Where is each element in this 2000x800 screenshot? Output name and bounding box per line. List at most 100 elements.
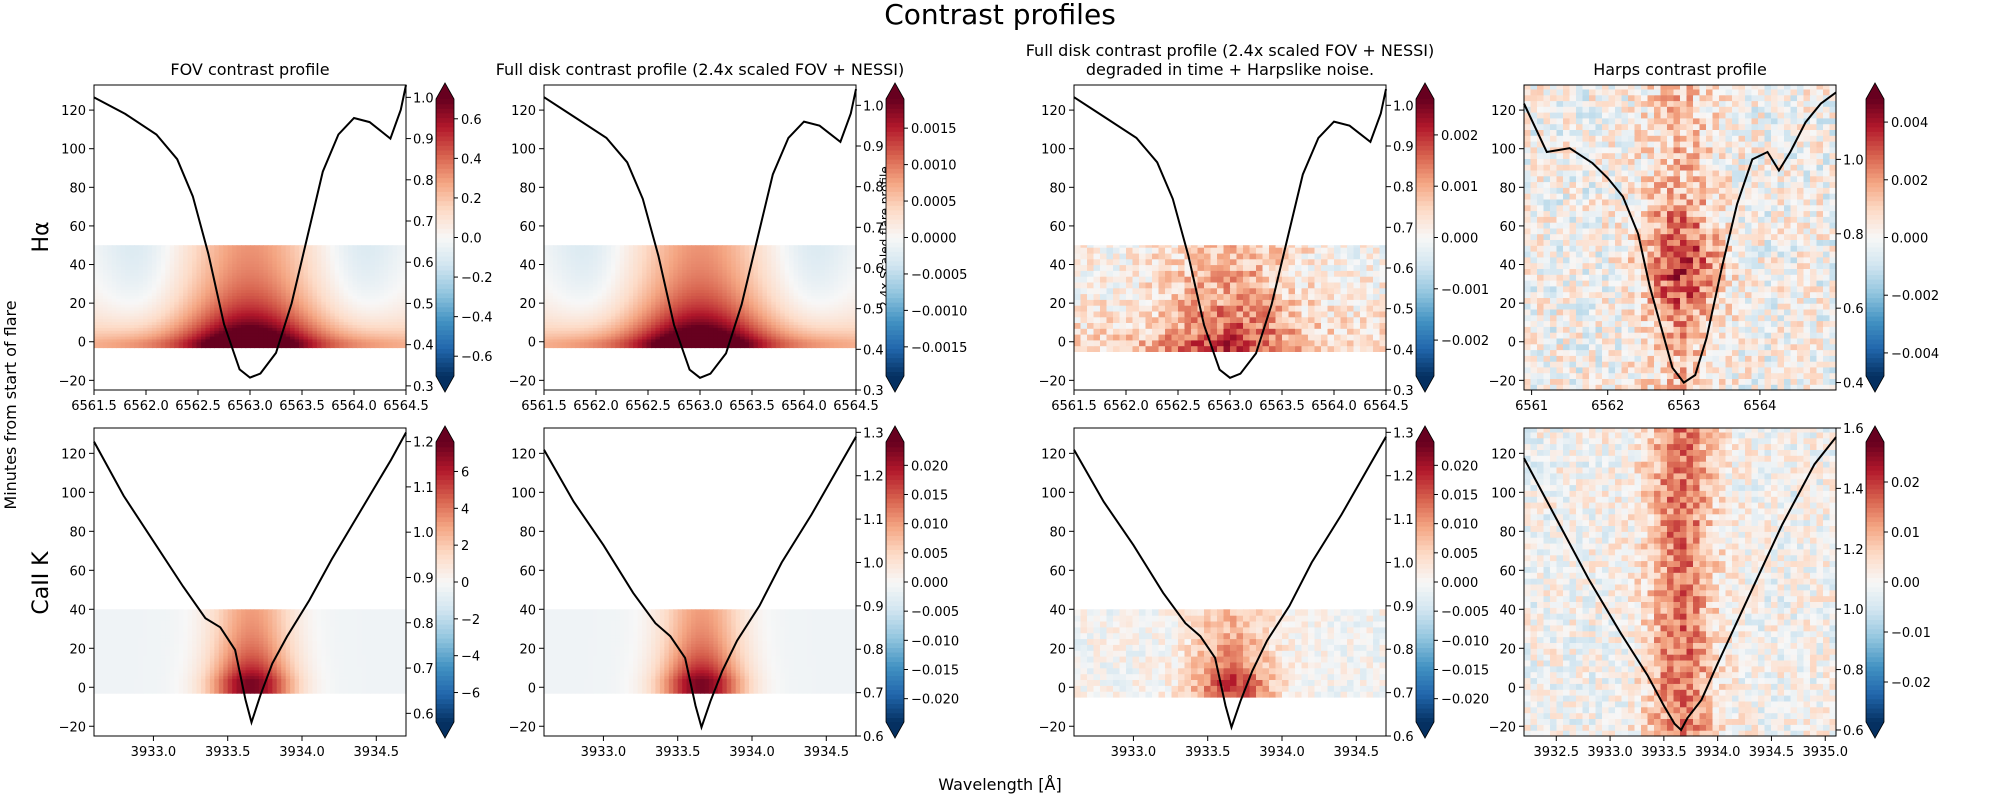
twin-y-tick-label: 0.4: [413, 339, 434, 354]
twin-y-tick-label: 0.6: [863, 262, 884, 277]
colorbar-tick-label: 6: [461, 465, 469, 480]
twin-y-tick-label: 0.8: [863, 181, 884, 196]
x-tick-label: 3933.0: [131, 745, 177, 760]
twin-y-tick-label: 1.3: [1393, 426, 1414, 441]
axes-frame: [1073, 427, 1387, 737]
profile-line: [93, 84, 407, 379]
profile-line: [1073, 88, 1387, 379]
colorbar-max-arrow: [886, 426, 904, 442]
colorbar-tick-label: 0.01: [1891, 526, 1920, 541]
x-tick-label: 3933.5: [1185, 745, 1231, 760]
y-tick-label: 0: [1508, 681, 1516, 696]
y-tick-label: 40: [1499, 259, 1516, 274]
colorbar: −0.02 −0.01 0.00 0.01 0.02: [1865, 425, 1931, 739]
x-tick-label: 3935.0: [1802, 745, 1848, 760]
colorbar-min-arrow: [886, 722, 904, 738]
y-tick-label: 20: [1049, 297, 1066, 312]
y-tick-label: 20: [69, 297, 86, 312]
twin-y-tick-label: 0.9: [1393, 140, 1414, 155]
y-tick-label: 40: [1499, 603, 1516, 618]
heatmap: [544, 245, 857, 349]
x-tick-label: 3934.5: [1749, 745, 1795, 760]
twin-y-tick-label: 0.6: [1843, 302, 1864, 317]
colorbar-tick-label: −0.0005: [911, 268, 967, 283]
colorbar-tick-label: −0.4: [461, 311, 493, 326]
twin-y-tick-label: 0.6: [1393, 730, 1414, 745]
colorbar-tick-label: −0.01: [1891, 626, 1931, 641]
panel-r0c2: Full disk contrast profile (2.4x scaled …: [1026, 41, 1489, 414]
x-tick-label: 3932.5: [1534, 745, 1580, 760]
y-tick-label: 60: [1499, 220, 1516, 235]
y-tick-label: 20: [69, 642, 86, 657]
y-tick-label: 60: [519, 220, 536, 235]
colorbar-tick-label: 0.2: [461, 192, 482, 207]
x-tick-label: 6564: [1743, 399, 1776, 414]
y-tick-label: 100: [1491, 486, 1516, 501]
y-tick-label: 0: [1058, 681, 1066, 696]
twin-y-tick-label: 1.0: [1393, 556, 1414, 571]
y-tick-label: 40: [1049, 259, 1066, 274]
twin-y-tick-label: 0.9: [413, 133, 434, 148]
colorbar-max-arrow: [436, 426, 454, 442]
heatmap: [544, 609, 857, 694]
panel-title: Full disk contrast profile (2.4x scaled …: [1026, 41, 1435, 60]
y-tick-label: 120: [1041, 447, 1066, 462]
y-tick-label: 20: [1499, 642, 1516, 657]
colorbar-tick-label: 0.00: [1891, 576, 1920, 591]
x-tick-label: 6563.5: [729, 399, 775, 414]
twin-y-tick-label: 0.8: [1843, 664, 1864, 679]
twin-y-tick-label: 0.8: [1843, 228, 1864, 243]
y-tick-label: 40: [69, 603, 86, 618]
twin-y-tick-label: 0.3: [863, 384, 884, 399]
figure-ylabel: Minutes from start of flare: [1, 300, 20, 509]
colorbar-tick-label: 0.0: [461, 232, 482, 247]
x-tick-label: 6564.5: [1363, 399, 1409, 414]
y-tick-label: 80: [69, 181, 86, 196]
profile-line: [93, 432, 407, 726]
twin-y-tick-label: 1.0: [1393, 99, 1414, 114]
twin-y-tick-label: 0.9: [863, 600, 884, 615]
twin-y-tick-label: 0.7: [863, 687, 884, 702]
twin-y-tick-label: 1.1: [1393, 513, 1414, 528]
y-tick-label: 100: [61, 486, 86, 501]
figure-xlabel: Wavelength [Å]: [938, 775, 1061, 794]
panel-title: Full disk contrast profile (2.4x scaled …: [496, 60, 905, 79]
y-tick-label: 60: [519, 564, 536, 579]
colorbar-tick-label: 0.015: [911, 489, 948, 504]
twin-y-tick-label: 1.2: [1843, 543, 1864, 558]
twin-y-tick-label: 0.4: [1393, 343, 1414, 358]
twin-y-tick-label: 1.4: [1843, 482, 1864, 497]
x-tick-label: 6563.0: [1207, 399, 1253, 414]
y-tick-label: 80: [1499, 525, 1516, 540]
colorbar-tick-label: −0.020: [911, 693, 959, 708]
y-tick-label: −20: [1039, 720, 1066, 735]
profile-line: [543, 88, 857, 379]
twin-y-tick-label: 0.7: [1393, 687, 1414, 702]
y-tick-label: 0: [1508, 336, 1516, 351]
x-tick-label: 3934.5: [1334, 745, 1380, 760]
colorbar-outline: [1865, 82, 1885, 393]
profile-line: [1523, 91, 1837, 384]
y-tick-label: 100: [61, 143, 86, 158]
colorbar: −0.002 −0.001 0.000 0.001 0.002: [1415, 82, 1489, 393]
colorbar-tick-label: 0.6: [461, 113, 482, 128]
heatmap: [94, 245, 407, 349]
colorbar-tick-label: 0.0000: [911, 232, 957, 247]
x-tick-label: 6562.0: [123, 399, 169, 414]
x-tick-label: 3934.0: [279, 745, 325, 760]
twin-y-tick-label: 0.3: [1393, 384, 1414, 399]
panel-r0c1: Full disk contrast profile (2.4x scaled …: [496, 60, 968, 414]
twin-y-tick-label: 0.7: [413, 215, 434, 230]
y-tick-label: 40: [519, 603, 536, 618]
colorbar-outline: [435, 82, 455, 393]
x-tick-label: 3934.0: [1259, 745, 1305, 760]
panel-title: Harps contrast profile: [1593, 60, 1767, 79]
heatmap: [1524, 85, 1837, 391]
colorbar-tick-label: 0.000: [911, 576, 948, 591]
colorbar-tick-label: −0.005: [911, 605, 959, 620]
x-tick-label: 3934.0: [1695, 745, 1741, 760]
axes-frame: [543, 427, 857, 737]
y-tick-label: 80: [519, 525, 536, 540]
row-label-halpha: Hα: [29, 221, 54, 252]
twin-y-tick-label: 0.8: [863, 643, 884, 658]
